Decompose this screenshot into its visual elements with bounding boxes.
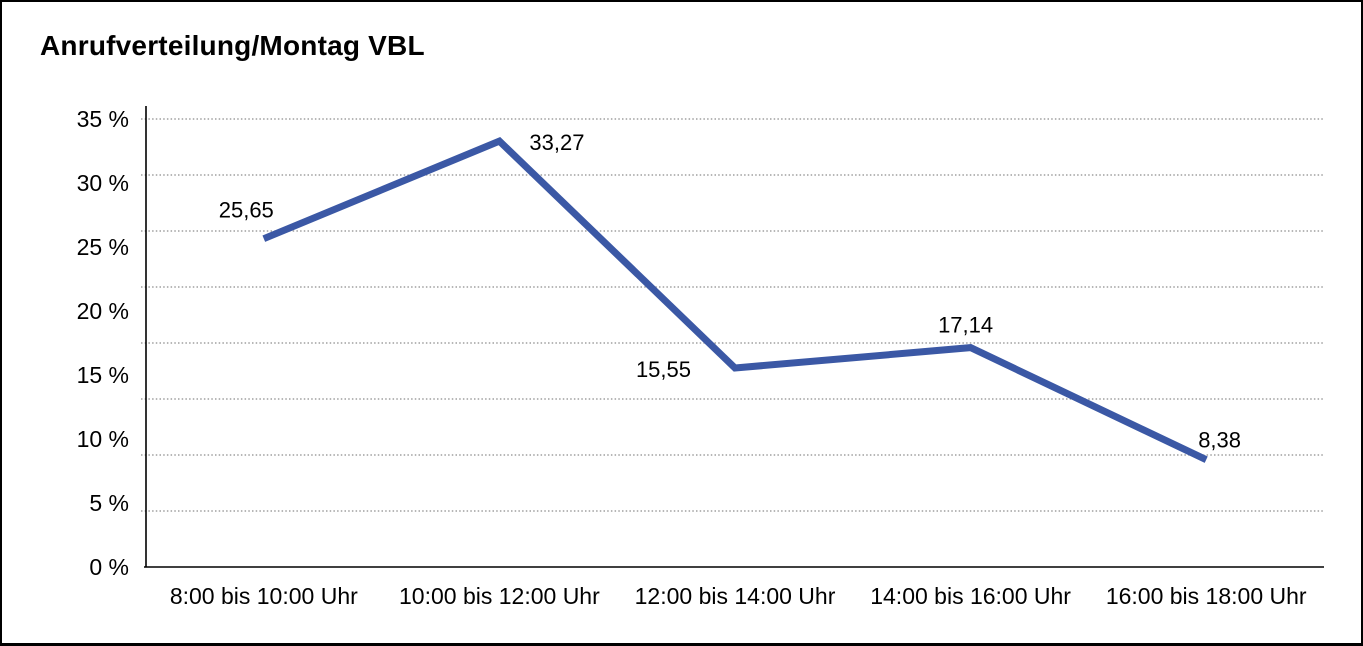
data-point-label: 25,65 (219, 198, 274, 223)
x-category-label: 12:00 bis 14:00 Uhr (635, 583, 836, 609)
y-tick-label: 35 % (77, 106, 129, 132)
y-tick-label: 0 % (89, 554, 129, 580)
x-category-label: 16:00 bis 18:00 Uhr (1106, 583, 1307, 609)
y-tick-label: 30 % (77, 170, 129, 196)
data-point-label: 15,55 (636, 357, 691, 382)
data-line (262, 136, 1208, 463)
data-point-label: 8,38 (1198, 428, 1241, 453)
y-tick-label: 15 % (77, 362, 129, 388)
data-point-label: 17,14 (938, 313, 993, 338)
y-tick-label: 5 % (89, 490, 129, 516)
x-category-label: 10:00 bis 12:00 Uhr (399, 583, 600, 609)
x-category-label: 8:00 bis 10:00 Uhr (170, 583, 358, 609)
data-point-label: 33,27 (529, 130, 584, 155)
y-tick-label: 10 % (77, 426, 129, 452)
y-tick-label: 20 % (77, 298, 129, 324)
y-tick-label: 25 % (77, 234, 129, 260)
x-category-label: 14:00 bis 16:00 Uhr (870, 583, 1071, 609)
chart-title: Anrufverteilung/Montag VBL (40, 30, 425, 61)
